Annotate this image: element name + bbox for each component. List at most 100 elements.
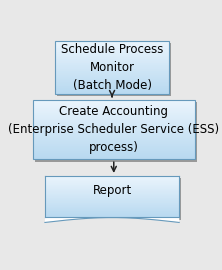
Bar [45,191,179,193]
Bar [45,197,179,198]
Bar [55,80,169,81]
Bar [33,100,195,159]
Bar [55,54,169,55]
Bar [55,74,169,75]
Bar [33,103,195,104]
Text: Schedule Process
Monitor
(Batch Mode): Schedule Process Monitor (Batch Mode) [61,43,163,92]
Bar [33,116,195,117]
Bar [33,157,195,158]
Bar [45,188,179,189]
Bar [45,211,179,212]
Bar [45,204,179,205]
Bar [33,133,195,134]
Bar [45,176,179,177]
Bar [45,198,179,199]
Bar [55,66,169,67]
Bar [33,145,195,146]
Bar [33,117,195,118]
Bar [33,130,195,131]
Bar [55,56,169,58]
Bar [55,77,169,79]
Bar [55,90,169,91]
Bar [55,91,169,92]
Bar [55,76,169,77]
Bar [33,123,195,124]
Bar [33,120,195,122]
Bar [33,156,195,157]
Bar [33,110,195,111]
Bar [45,216,179,217]
Bar [55,41,169,42]
Bar [55,59,169,60]
Bar [33,117,195,119]
Bar [45,182,179,183]
Bar [45,199,179,200]
Bar [55,89,169,90]
Bar [33,138,195,140]
Bar [45,186,179,187]
Bar [45,195,179,196]
Bar [55,79,169,80]
Bar [55,83,169,84]
Bar [33,129,195,131]
Bar [57,43,171,96]
Bar [47,178,181,220]
Bar [45,211,179,212]
Bar [45,205,179,206]
Bar [33,158,195,159]
Bar [33,127,195,129]
Bar [33,111,195,112]
Bar [55,63,169,64]
Bar [45,187,179,188]
Bar [45,196,179,197]
Bar [55,93,169,94]
Bar [45,194,179,195]
Bar [33,132,195,134]
Bar [33,139,195,140]
Bar [33,109,195,110]
Bar [45,200,179,201]
Bar [55,40,169,42]
Bar [55,82,169,83]
Bar [45,178,179,179]
Bar [55,68,169,69]
Bar [45,210,179,211]
Bar [55,47,169,48]
Bar [33,135,195,137]
Bar [55,92,169,93]
Bar [45,180,179,181]
Bar [45,185,179,186]
Bar [33,107,195,108]
Text: Create Accounting
(Enterprise Scheduler Service (ESS)
process): Create Accounting (Enterprise Scheduler … [8,105,219,154]
Bar [45,212,179,213]
Bar [45,192,179,193]
Bar [33,134,195,136]
Bar [55,52,169,53]
Bar [33,129,195,130]
Bar [55,85,169,86]
Bar [33,126,195,128]
Bar [55,64,169,65]
Bar [55,88,169,89]
Bar [55,79,169,80]
Bar [55,41,169,94]
Bar [33,142,195,143]
Bar [33,105,195,106]
Bar [55,48,169,50]
Bar [33,148,195,149]
Bar [33,144,195,145]
Bar [45,201,179,202]
Bar [55,61,169,62]
Bar [55,49,169,50]
Bar [33,112,195,113]
Bar [55,60,169,61]
Bar [55,81,169,82]
Bar [45,189,179,190]
Bar [33,114,195,115]
Bar [55,67,169,68]
Bar [55,75,169,76]
Bar [45,183,179,184]
Bar [55,48,169,49]
Bar [45,214,179,215]
Bar [33,113,195,114]
